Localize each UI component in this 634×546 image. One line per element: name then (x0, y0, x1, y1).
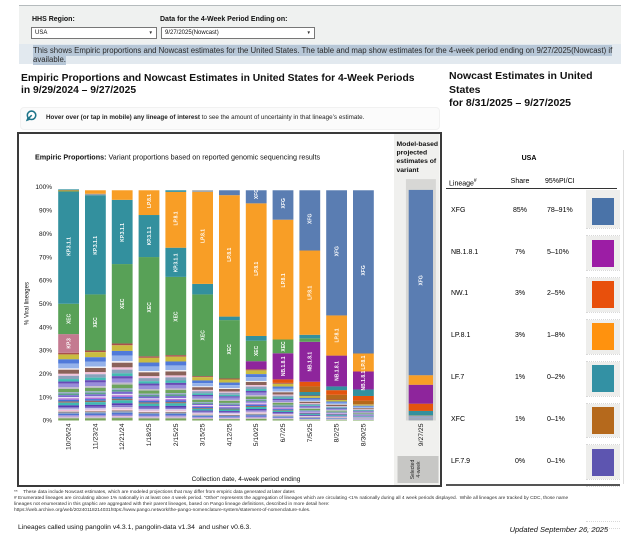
svg-text:LP.8.1: LP.8.1 (200, 228, 206, 242)
svg-text:XFG: XFG (334, 245, 340, 255)
svg-text:XFG: XFG (308, 213, 314, 223)
svg-text:7/5/25: 7/5/25 (307, 423, 314, 442)
svg-text:projected: projected (397, 149, 428, 156)
svg-text:2/15/25: 2/15/25 (173, 423, 180, 446)
svg-text:4-week: 4-week (416, 460, 422, 477)
svg-text:10%: 10% (39, 394, 52, 401)
svg-text:12/21/24: 12/21/24 (119, 423, 126, 450)
svg-text:LP.8.1: LP.8.1 (361, 355, 367, 369)
svg-text:8/2/25: 8/2/25 (334, 423, 341, 442)
svg-text:KP.3.1.1: KP.3.1.1 (120, 222, 126, 241)
svg-text:Selected: Selected (410, 459, 416, 479)
svg-text:Model-based: Model-based (397, 141, 439, 148)
svg-text:70%: 70% (39, 254, 52, 261)
svg-text:XEC: XEC (174, 311, 180, 322)
svg-text:LP.8.1: LP.8.1 (174, 211, 180, 225)
svg-text:50%: 50% (39, 300, 52, 307)
svg-text:NB.1.8.1: NB.1.8.1 (308, 351, 314, 371)
svg-text:LP.8.1: LP.8.1 (147, 193, 153, 207)
svg-text:40%: 40% (39, 324, 52, 331)
svg-text:XEC: XEC (147, 301, 153, 312)
svg-text:NB.1.8.1: NB.1.8.1 (361, 370, 367, 390)
svg-text:NB.1.8.1: NB.1.8.1 (281, 356, 287, 376)
svg-text:XFG: XFG (281, 198, 287, 208)
svg-text:80%: 80% (39, 230, 52, 237)
svg-text:KP.3.1.1: KP.3.1.1 (93, 235, 99, 254)
svg-text:8/30/25: 8/30/25 (360, 423, 367, 446)
svg-text:XFG: XFG (254, 188, 260, 198)
svg-text:XEC: XEC (281, 340, 287, 351)
svg-text:LP.8.1: LP.8.1 (227, 247, 233, 261)
svg-text:variant: variant (397, 166, 420, 173)
svg-text:XFG: XFG (419, 275, 425, 285)
svg-text:Collection date, 4-week period: Collection date, 4-week period ending (192, 476, 301, 483)
svg-text:11/23/24: 11/23/24 (92, 423, 99, 449)
svg-text:KP.3.1.1: KP.3.1.1 (66, 236, 72, 255)
svg-text:LP.8.1: LP.8.1 (334, 328, 340, 342)
svg-text:Empiric Proportions: Variant p: Empiric Proportions: Variant proportions… (35, 152, 321, 161)
svg-text:30%: 30% (39, 347, 52, 354)
svg-text:LP.8.1: LP.8.1 (308, 285, 314, 299)
svg-text:5/10/25: 5/10/25 (253, 423, 260, 446)
svg-text:LP.8.1: LP.8.1 (254, 261, 260, 275)
svg-text:10/26/24: 10/26/24 (66, 423, 73, 450)
svg-text:0%: 0% (43, 417, 53, 424)
svg-text:6/7/25: 6/7/25 (280, 423, 287, 442)
svg-text:90%: 90% (39, 207, 52, 214)
svg-text:estimates of: estimates of (397, 158, 437, 165)
svg-text:XFG: XFG (361, 265, 367, 275)
svg-text:XEC: XEC (254, 345, 260, 356)
svg-text:20%: 20% (39, 371, 52, 378)
svg-text:XEC: XEC (120, 298, 126, 309)
svg-text:KP.3.1.1: KP.3.1.1 (174, 253, 180, 272)
svg-text:60%: 60% (39, 277, 52, 284)
svg-text:% Viral lineages: % Viral lineages (25, 282, 31, 325)
svg-text:XEC: XEC (93, 316, 99, 327)
svg-text:XEC: XEC (200, 329, 206, 340)
svg-text:4/12/25: 4/12/25 (226, 423, 233, 446)
svg-text:XEC: XEC (227, 343, 233, 354)
svg-text:NB.1.8.1: NB.1.8.1 (334, 360, 340, 380)
svg-text:XEC: XEC (66, 313, 72, 324)
svg-text:KP.3: KP.3 (66, 337, 72, 348)
svg-text:9/27/25: 9/27/25 (418, 423, 425, 446)
svg-text:3/15/25: 3/15/25 (200, 423, 207, 446)
svg-text:LP.8.1: LP.8.1 (281, 273, 287, 287)
svg-text:KP.3.1.1: KP.3.1.1 (147, 226, 153, 245)
svg-text:100%: 100% (35, 184, 52, 191)
svg-text:1/18/25: 1/18/25 (146, 423, 153, 446)
